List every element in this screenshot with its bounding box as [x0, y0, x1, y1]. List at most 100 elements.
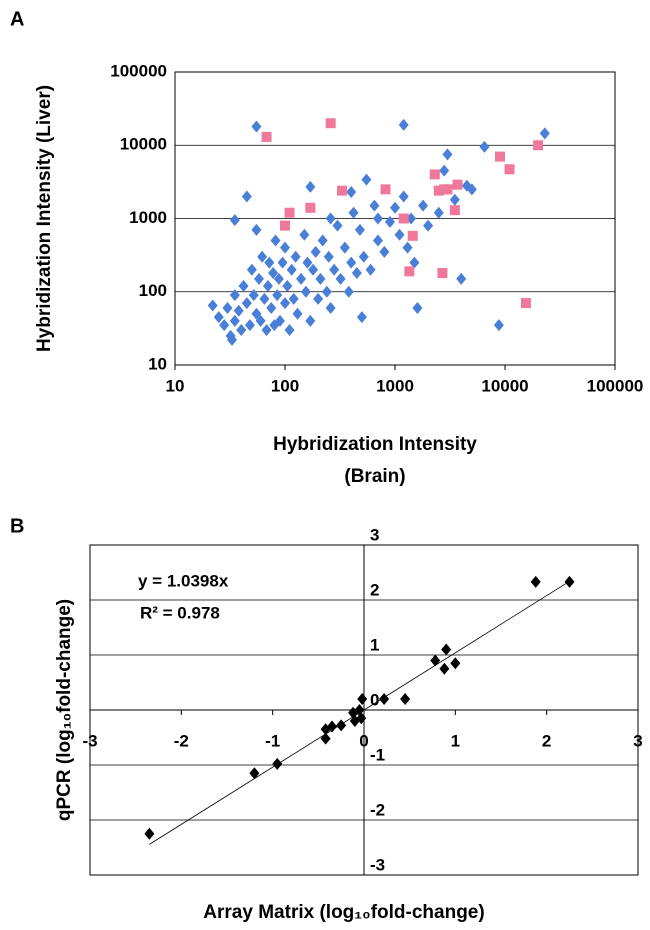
point: [286, 263, 297, 276]
point: [299, 228, 310, 241]
point: [282, 279, 293, 292]
point: [262, 279, 273, 292]
point: [356, 712, 367, 725]
point: [449, 205, 460, 216]
point: [144, 827, 155, 840]
point: [246, 263, 257, 276]
point: [539, 127, 550, 140]
point: [251, 120, 262, 133]
point: [305, 180, 316, 193]
y-tick-label: 10000: [120, 135, 167, 154]
point: [439, 164, 450, 177]
point: [213, 311, 224, 324]
point: [272, 289, 283, 302]
point: [494, 151, 505, 162]
point: [369, 199, 380, 212]
point: [354, 223, 365, 236]
point: [343, 285, 354, 298]
x-tick-label: 3: [633, 731, 642, 750]
x-tick-label: -1: [265, 731, 280, 750]
point: [325, 302, 336, 315]
panel-letter: B: [10, 515, 24, 537]
point: [249, 767, 260, 780]
point: [273, 272, 284, 285]
point: [266, 302, 277, 315]
point: [251, 223, 262, 236]
point: [441, 643, 452, 656]
point: [222, 302, 233, 315]
point: [325, 118, 336, 129]
point: [332, 219, 343, 232]
y-tick-label: 10: [148, 354, 167, 373]
point: [280, 297, 290, 310]
x-tick-label: 10000: [481, 376, 528, 395]
point: [236, 324, 247, 337]
point: [442, 184, 453, 195]
point: [310, 245, 321, 258]
point: [409, 256, 420, 269]
point: [358, 250, 369, 263]
point: [325, 212, 336, 225]
point: [530, 575, 541, 588]
point: [380, 184, 391, 195]
point: [292, 307, 303, 320]
x-tick-label: 2: [542, 731, 551, 750]
point: [280, 241, 290, 254]
x-axis-label: (Brain): [344, 466, 405, 487]
point: [466, 183, 477, 196]
point: [296, 272, 307, 285]
point: [320, 732, 331, 745]
point: [372, 212, 383, 225]
point: [449, 193, 460, 206]
point: [402, 241, 413, 254]
point: [379, 693, 390, 705]
x-tick-label: 100: [271, 376, 299, 395]
point: [261, 131, 272, 142]
point: [233, 304, 244, 317]
point: [253, 272, 264, 285]
point: [356, 311, 367, 324]
point: [229, 214, 240, 227]
annotation: y = 1.0398x: [138, 571, 229, 590]
point: [264, 256, 275, 269]
point: [479, 140, 490, 153]
y-tick-label: -3: [370, 855, 385, 874]
x-tick-label: -2: [174, 731, 189, 750]
point: [280, 220, 290, 231]
y-tick-label: -2: [370, 800, 385, 819]
point: [493, 319, 504, 332]
point: [323, 250, 334, 263]
point: [259, 292, 270, 305]
point: [398, 190, 409, 203]
point: [288, 292, 299, 305]
point: [244, 319, 255, 332]
point: [365, 263, 376, 276]
x-axis-label: Hybridization Intensity: [273, 434, 477, 455]
point: [261, 324, 272, 337]
point: [272, 757, 283, 770]
y-axis-label: qPCR (log₁₀fold-change): [54, 599, 75, 821]
point: [394, 228, 405, 241]
point: [248, 289, 259, 302]
point: [520, 298, 531, 309]
point: [337, 185, 348, 196]
point: [227, 333, 238, 346]
point: [313, 292, 324, 305]
point: [229, 314, 240, 327]
y-tick-label: 100000: [110, 61, 167, 80]
point: [268, 267, 279, 280]
point: [452, 179, 463, 190]
x-tick-label: 100000: [587, 376, 644, 395]
point: [274, 314, 285, 327]
point: [346, 256, 357, 269]
point: [423, 219, 434, 232]
point: [257, 250, 268, 263]
panel-letter: A: [10, 8, 24, 30]
point: [504, 164, 515, 175]
point: [277, 256, 288, 269]
point: [207, 299, 218, 312]
point: [433, 206, 444, 219]
point: [348, 206, 359, 219]
y-axis-label: Hybridization Intensity (Liver): [34, 85, 55, 352]
